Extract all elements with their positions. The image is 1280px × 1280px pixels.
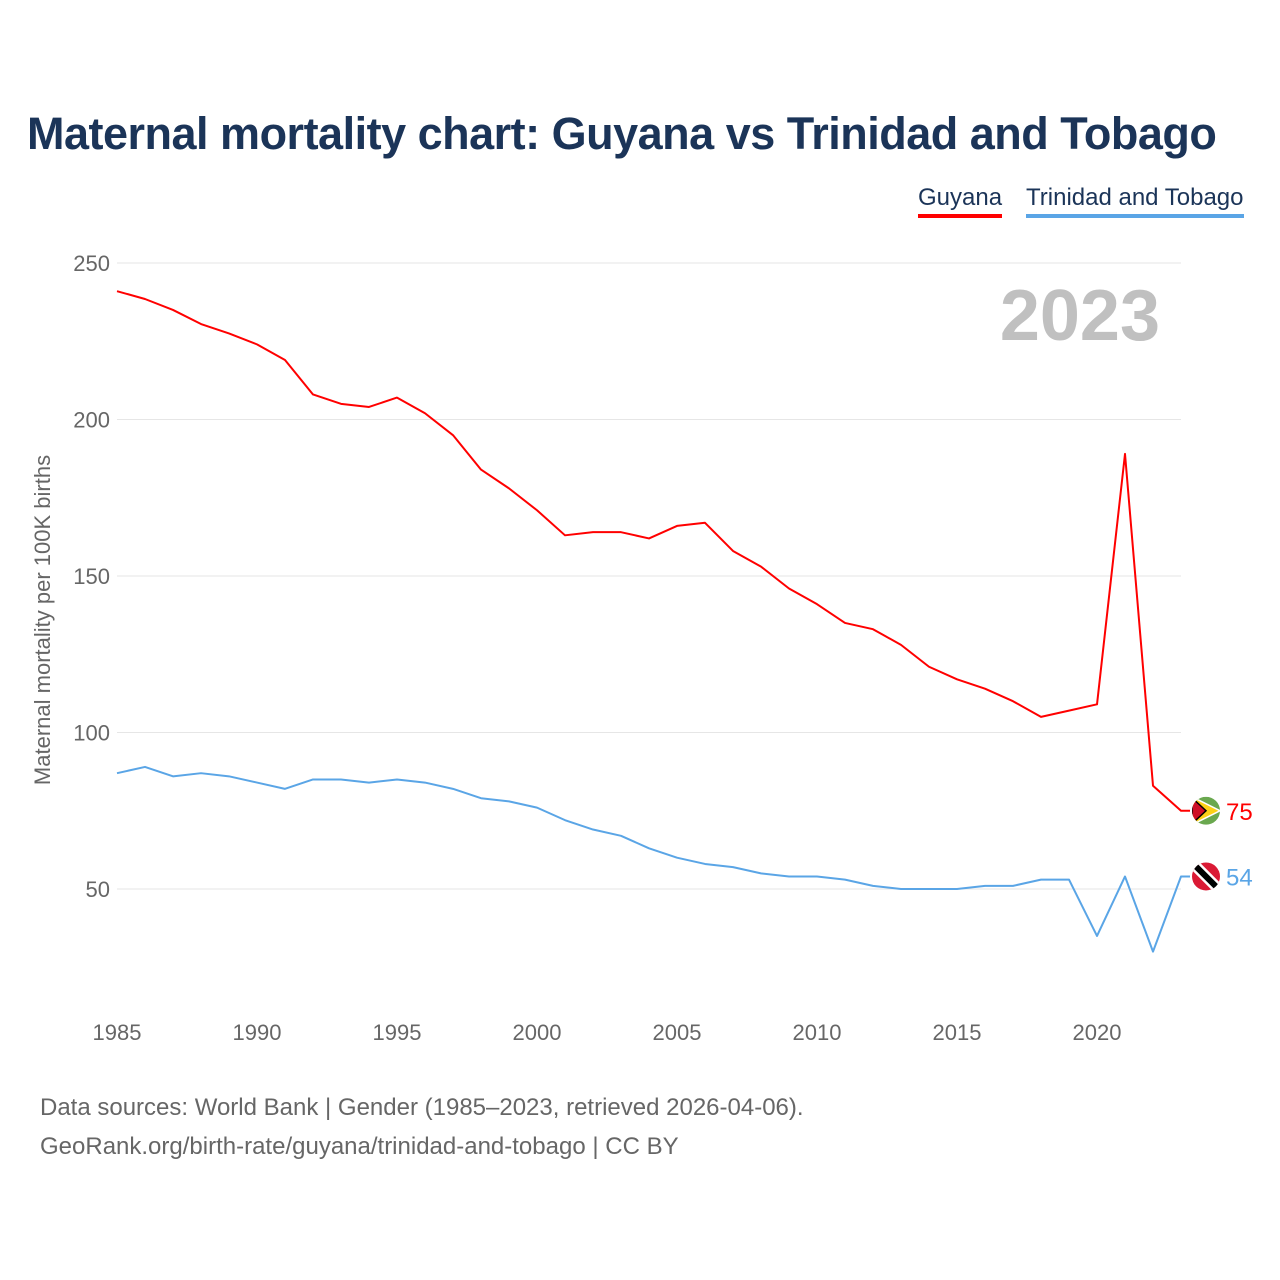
trinidad-and-tobago-flag-icon — [1192, 862, 1220, 891]
x-tick-label: 1995 — [373, 1020, 422, 1045]
x-tick-label: 2020 — [1073, 1020, 1122, 1045]
flag-stripe-black — [1192, 862, 1220, 891]
legend-trinidad-and-tobago[interactable]: Trinidad and Tobago — [1026, 184, 1244, 218]
flag-triangle — [1192, 796, 1208, 825]
series-line-guyana — [116, 290, 1190, 812]
legend-guyana[interactable]: Guyana — [918, 184, 1003, 218]
footer-link[interactable]: GeoRank.org/birth-rate/guyana/trinidad-a… — [40, 1133, 679, 1160]
x-tick-label: 1990 — [233, 1020, 282, 1045]
footer-sources: Data sources: World Bank | Gender (1985–… — [40, 1094, 804, 1121]
y-tick-label: 100 — [73, 721, 110, 746]
y-axis-label: Maternal mortality per 100K births — [30, 455, 55, 785]
y-tick-label: 250 — [73, 251, 110, 276]
end-value-label: 54 — [1226, 864, 1253, 891]
x-tick-label: 2000 — [513, 1020, 562, 1045]
chart-title: Maternal mortality chart: Guyana vs Trin… — [27, 108, 1217, 159]
flag-body — [1192, 796, 1220, 825]
flag-body — [1192, 862, 1220, 891]
footer: Data sources: World Bank | Gender (1985–… — [40, 1088, 804, 1166]
end-value-label: 75 — [1226, 799, 1253, 826]
x-tick-label: 2005 — [653, 1020, 702, 1045]
x-tick-label: 2010 — [793, 1020, 842, 1045]
y-tick-label: 150 — [73, 564, 110, 589]
x-tick-label: 2015 — [933, 1020, 982, 1045]
year-watermark: 2023 — [1000, 276, 1160, 356]
series-line-trinidad-and-tobago — [116, 765, 1190, 953]
x-tick-label: 1985 — [93, 1020, 142, 1045]
y-tick-label: 50 — [86, 877, 110, 902]
y-tick-label: 200 — [73, 408, 110, 433]
guyana-flag-icon — [1192, 796, 1220, 825]
